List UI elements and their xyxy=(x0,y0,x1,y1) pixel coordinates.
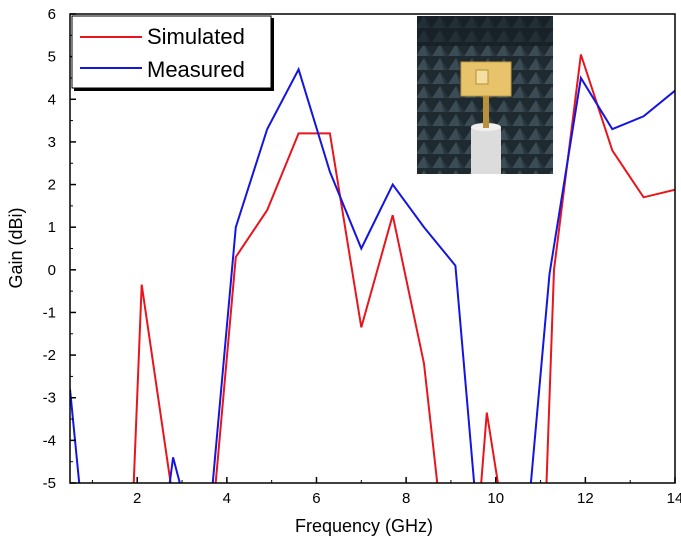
plot-series xyxy=(70,54,675,483)
connector xyxy=(483,92,489,128)
y-tick-label: 5 xyxy=(48,49,56,66)
legend: Simulated Measured xyxy=(71,15,274,91)
y-tick-label: -2 xyxy=(43,347,56,364)
antenna-mount xyxy=(471,127,501,174)
y-tick-label: 6 xyxy=(48,6,56,23)
chamber-ceiling xyxy=(417,16,553,46)
x-tick-label: 14 xyxy=(667,490,681,507)
y-tick-label: 2 xyxy=(48,177,56,194)
y-tick-label: -5 xyxy=(43,475,56,492)
x-tick-label: 12 xyxy=(577,490,594,507)
legend-box xyxy=(71,15,272,89)
antenna-patch xyxy=(475,69,489,85)
legend-shadow-bottom xyxy=(74,88,274,91)
y-tick-label: -1 xyxy=(43,304,56,321)
y-axis: -5 -4 -3 -2 -1 0 1 2 3 4 5 6 xyxy=(43,6,76,492)
y-tick-label: -3 xyxy=(43,390,56,407)
x-tick-label: 8 xyxy=(402,490,410,507)
x-tick-label: 6 xyxy=(312,490,320,507)
y-tick-label: -4 xyxy=(43,432,56,449)
legend-label-simulated: Simulated xyxy=(147,24,245,49)
y-axis-title: Gain (dBi) xyxy=(6,207,26,288)
x-tick-label: 2 xyxy=(133,490,141,507)
series-line-measured xyxy=(70,66,675,483)
legend-label-measured: Measured xyxy=(147,57,245,82)
series-line-simulated xyxy=(132,54,675,483)
y-tick-label: 1 xyxy=(48,219,56,236)
y-tick-label: 0 xyxy=(48,262,56,279)
y-tick-label: 3 xyxy=(48,134,56,151)
x-tick-label: 4 xyxy=(223,490,231,507)
x-axis-title: Frequency (GHz) xyxy=(295,516,433,536)
x-tick-label: 10 xyxy=(487,490,504,507)
x-axis: 2 4 6 8 10 12 14 xyxy=(91,477,681,507)
legend-shadow-right xyxy=(271,18,274,91)
inset-photo xyxy=(417,16,553,174)
y-tick-label: 4 xyxy=(48,91,56,108)
